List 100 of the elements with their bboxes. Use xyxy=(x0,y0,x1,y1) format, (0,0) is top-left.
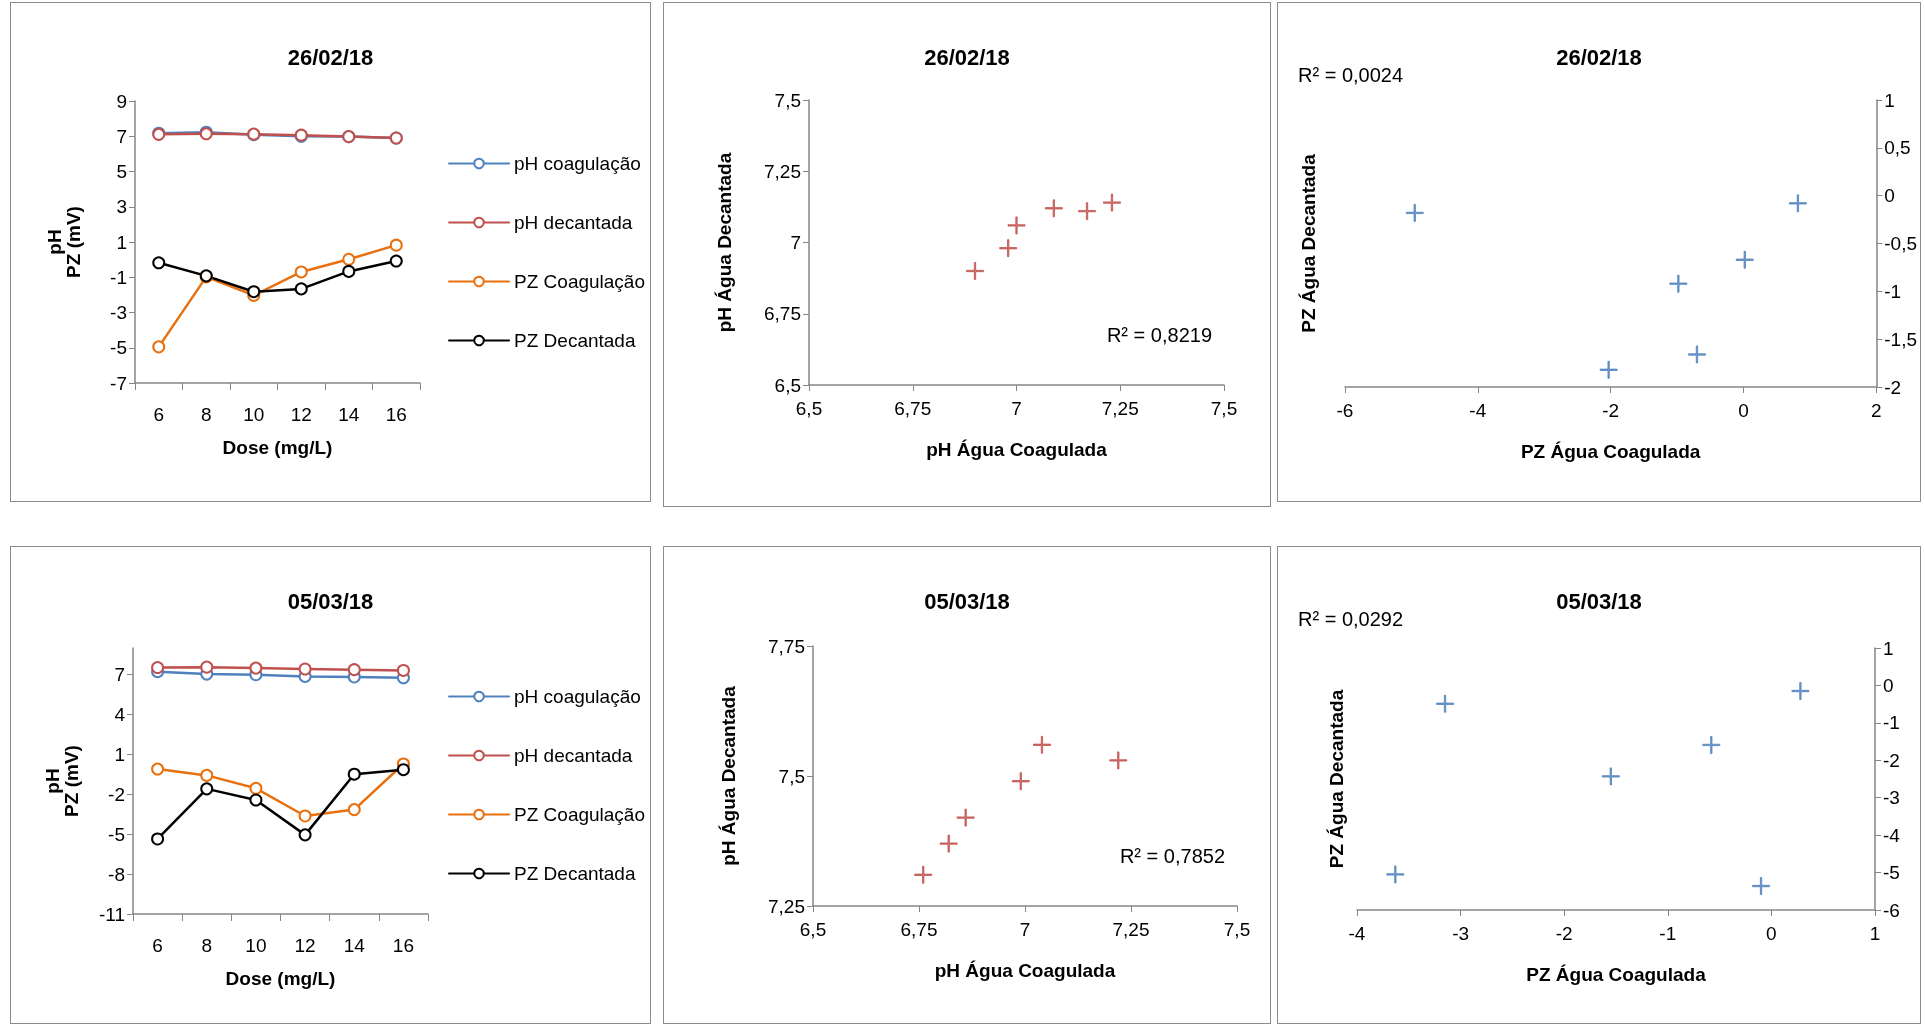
y-tick-label: 1 xyxy=(116,231,127,253)
x-tick-label: -1 xyxy=(1659,923,1677,944)
legend-label: pH decantada xyxy=(514,745,633,766)
x-tick-label: 14 xyxy=(338,404,360,425)
y-tick-label: -5 xyxy=(110,337,127,359)
y-tick-label: -5 xyxy=(108,823,125,845)
chart-title: 26/02/18 xyxy=(1556,44,1642,70)
y-tick-label: -2 xyxy=(108,783,125,805)
text: R² = 0,0024 xyxy=(1298,64,1404,86)
x-tick-label: 8 xyxy=(200,404,212,425)
x-tick-label: 7,5 xyxy=(1210,398,1238,419)
x-tick-label: 6,75 xyxy=(900,919,938,940)
annotation: R² = 0,7852 xyxy=(1119,845,1226,867)
x-tick-label: -2 xyxy=(1555,923,1573,944)
y-tick-label: 7,5 xyxy=(774,89,801,111)
y-tick-label: 0 xyxy=(1883,674,1894,696)
x-tick-label: 2 xyxy=(1870,400,1882,421)
text: R² = 0,0292 xyxy=(1298,608,1404,630)
x-axis-title: Dose (mg/L) xyxy=(225,968,336,989)
y-tick-label: 9 xyxy=(116,90,127,112)
y-tick-label: 3 xyxy=(116,196,127,218)
y-tick-label: -1 xyxy=(1883,712,1900,734)
y-tick-label: 6,75 xyxy=(764,303,801,325)
y-tick-label: -6 xyxy=(1883,899,1900,921)
legend-label: pH coagulação xyxy=(514,686,641,707)
y-tick-label: 7,75 xyxy=(768,635,805,657)
y-tick-label: 7,5 xyxy=(778,765,805,787)
x-tick-label: 0 xyxy=(1766,923,1777,944)
y-tick-label: 7,25 xyxy=(768,895,805,917)
y-tick-label: -2 xyxy=(1883,749,1900,771)
x-tick-label: 0 xyxy=(1738,400,1749,421)
x-tick-label: 12 xyxy=(294,935,316,956)
x-tick-label: 7,25 xyxy=(1112,919,1150,940)
chart-title: 05/03/18 xyxy=(287,588,374,614)
x-tick-label: 7 xyxy=(1011,398,1022,419)
x-tick-label: -4 xyxy=(1469,400,1487,421)
chart-title: 05/03/18 xyxy=(1556,588,1642,614)
y-axis-title: PZ Água Decantada xyxy=(1326,689,1347,869)
x-tick-label: 8 xyxy=(201,935,213,956)
x-axis-title: PZ Água Coagulada xyxy=(1526,964,1707,985)
y-tick-label: -1 xyxy=(110,266,127,288)
x-tick-label: -3 xyxy=(1452,923,1470,944)
x-tick-label: 1 xyxy=(1869,923,1881,944)
y-tick-label: -2 xyxy=(1884,376,1902,398)
legend-label: PZ Coagulação xyxy=(514,271,645,292)
x-tick-label: 6,5 xyxy=(799,919,827,940)
y-tick-label: 4 xyxy=(114,704,126,725)
x-tick-label: 7,25 xyxy=(1101,398,1139,419)
x-tick-label: 6 xyxy=(153,404,165,425)
x-axis-title: pH Água Coagulada xyxy=(934,960,1116,981)
y-tick-label: -3 xyxy=(1883,787,1900,809)
x-axis-title: Dose (mg/L) xyxy=(222,437,333,458)
y-axis-title: pH Água Decantada xyxy=(718,685,739,866)
x-axis-title: PZ Água Coagulada xyxy=(1520,441,1701,462)
x-tick-label: 16 xyxy=(385,404,407,425)
legend-label: PZ Coagulação xyxy=(514,804,645,825)
y-tick-label: 1 xyxy=(1883,637,1894,659)
legend-label: pH coagulação xyxy=(514,153,641,174)
y-tick-label: 7 xyxy=(116,125,127,147)
x-tick-label: 7,5 xyxy=(1223,919,1251,940)
x-tick-label: 14 xyxy=(343,935,366,956)
legend-label: pH decantada xyxy=(514,212,633,233)
y-tick-label: -1 xyxy=(1884,280,1902,302)
y-tick-label: -7 xyxy=(110,372,127,394)
legend-label: PZ Decantada xyxy=(514,330,636,351)
y-tick-label: 7 xyxy=(790,232,801,253)
y-axis-title: PZ Água Decantada xyxy=(1298,153,1320,333)
x-tick-label: -6 xyxy=(1336,400,1354,421)
y-tick-label: -0,5 xyxy=(1884,233,1918,254)
y-tick-label: -5 xyxy=(1883,862,1900,884)
chart-title: 26/02/18 xyxy=(287,44,374,70)
x-tick-label: 12 xyxy=(290,404,312,425)
y-tick-label: 0,5 xyxy=(1884,137,1911,159)
chart-title: 26/02/18 xyxy=(924,44,1010,70)
y-tick-label: -1,5 xyxy=(1884,328,1918,350)
y-tick-label: 1 xyxy=(1884,89,1895,111)
y-tick-label: 1 xyxy=(114,743,125,765)
x-axis-title: pH Água Coagulada xyxy=(926,439,1108,460)
x-tick-label: 6 xyxy=(152,935,163,956)
y-tick-label: 5 xyxy=(116,161,127,182)
annotation: R² = 0,8219 xyxy=(1106,324,1213,346)
x-tick-label: 6,5 xyxy=(795,398,823,419)
chart-title: 05/03/18 xyxy=(924,588,1010,614)
y-tick-label: 7 xyxy=(114,664,125,686)
y-tick-label: -11 xyxy=(98,903,125,925)
y-axis-title: pH Água Decantada xyxy=(714,152,735,333)
x-tick-label: 16 xyxy=(392,935,414,956)
y-tick-label: -4 xyxy=(1883,824,1901,846)
y-tick-label: 7,25 xyxy=(764,160,801,182)
x-tick-label: 6,75 xyxy=(894,398,932,419)
y-axis-title: pH PZ (mV) xyxy=(42,745,82,817)
y-tick-label: -3 xyxy=(110,302,127,323)
y-tick-label: 0 xyxy=(1884,185,1895,207)
x-tick-label: 10 xyxy=(243,404,265,425)
y-axis-title: pH PZ (mV) xyxy=(44,206,84,278)
x-tick-label: -4 xyxy=(1348,923,1366,944)
legend-label: PZ Decantada xyxy=(514,863,636,884)
x-tick-label: 7 xyxy=(1019,919,1031,940)
x-tick-label: 10 xyxy=(245,935,267,956)
y-tick-label: 6,5 xyxy=(774,374,801,396)
